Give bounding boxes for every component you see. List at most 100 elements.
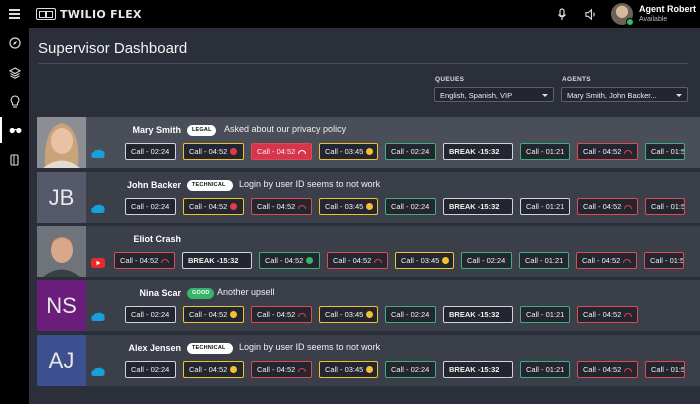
call-label: Call - 04:52 (257, 310, 296, 319)
call-chip[interactable]: Call - 02:24 (125, 306, 176, 323)
call-chip[interactable]: Call - 04:52 (251, 143, 312, 160)
agent-name-label: John Backer (126, 180, 181, 190)
call-chip[interactable]: Call - 03:45 (395, 252, 454, 269)
red-status-dot-icon (230, 203, 238, 210)
break-chip[interactable]: BREAK -15:32 (443, 306, 513, 323)
call-chip[interactable]: Call - 03:45 (319, 198, 378, 215)
conversation-note: Another upsell (217, 287, 275, 297)
call-chip[interactable]: Call - 01:21 (520, 306, 570, 323)
flex-logo-mark (36, 8, 56, 20)
call-label: Call - 02:24 (131, 310, 170, 319)
call-label: Call - 04:52 (265, 256, 304, 265)
nav-item-devices[interactable] (0, 147, 29, 173)
agent-name[interactable]: Agent Robert (639, 4, 696, 14)
hang-up-icon (298, 149, 307, 154)
queues-filter-label: QUEUES (435, 76, 465, 83)
call-chip[interactable]: Call - 04:52 (577, 198, 638, 215)
glasses-icon (9, 127, 22, 134)
agent-status[interactable]: Available (639, 16, 668, 23)
call-chip[interactable]: Call - 01:5 (645, 361, 685, 378)
lightbulb-icon (10, 94, 19, 108)
nav-item-insights[interactable] (0, 88, 29, 114)
call-chip[interactable]: Call - 04:52 (327, 252, 388, 269)
call-chip[interactable]: Call - 02:24 (125, 361, 176, 378)
call-chip[interactable]: Call - 02:24 (385, 306, 436, 323)
call-chip[interactable]: Call - 01:21 (520, 198, 570, 215)
speaker-icon[interactable] (585, 8, 597, 21)
available-status-dot (626, 18, 634, 26)
break-chip[interactable]: BREAK -15:32 (443, 198, 513, 215)
conversation-tag-badge: LEGAL (187, 125, 216, 136)
title-divider (38, 63, 688, 64)
call-label: Call - 02:24 (391, 365, 430, 374)
call-timeline: Call - 02:24 Call - 04:52 Call - 04:52 Call… (37, 143, 700, 160)
agent-initials-avatar: AJ (37, 335, 86, 386)
call-chip[interactable]: Call - 04:52 (183, 361, 244, 378)
nav-item-layers[interactable] (0, 60, 29, 86)
call-chip[interactable]: Call - 04:52 (183, 198, 244, 215)
call-chip[interactable]: Call - 04:52 (577, 143, 638, 160)
call-chip[interactable]: Call - 04:52 (251, 361, 312, 378)
hang-up-icon (161, 258, 170, 263)
call-chip[interactable]: Call - 04:52 (114, 252, 175, 269)
yellow-status-dot-icon (442, 257, 450, 264)
call-label: Call - 04:52 (120, 256, 159, 265)
break-chip[interactable]: BREAK -15:32 (443, 143, 513, 160)
break-chip[interactable]: BREAK -15:32 (182, 252, 252, 269)
nav-item-compass[interactable] (0, 30, 29, 56)
call-chip[interactable]: Call - 01:5 (644, 252, 684, 269)
call-chip[interactable]: Call - 01:21 (519, 252, 569, 269)
call-label: Call - 03:45 (325, 365, 364, 374)
call-chip[interactable]: Call - 01:5 (645, 198, 685, 215)
red-status-dot-icon (230, 148, 238, 155)
call-chip[interactable]: Call - 03:45 (319, 143, 378, 160)
call-chip[interactable]: Call - 01:5 (645, 143, 685, 160)
break-chip[interactable]: BREAK -15:32 (443, 361, 513, 378)
call-chip[interactable]: Call - 02:24 (125, 143, 176, 160)
hang-up-icon (624, 312, 633, 317)
call-label: Call - 01:21 (526, 310, 565, 319)
call-label: BREAK -15:32 (449, 202, 500, 211)
call-chip[interactable]: Call - 04:52 (577, 361, 638, 378)
youtube-icon (91, 255, 105, 268)
salesforce-icon (91, 364, 105, 376)
conversation-tag-badge: GOOD (187, 288, 214, 299)
queues-select[interactable]: English, Spanish, VIP (434, 87, 554, 102)
call-label: Call - 02:24 (467, 256, 506, 265)
call-chip[interactable]: Call - 03:45 (319, 306, 378, 323)
call-label: Call - 01:5 (651, 365, 685, 374)
call-chip[interactable]: Call - 02:24 (385, 361, 436, 378)
microphone-icon[interactable] (556, 8, 568, 21)
call-chip[interactable]: Call - 04:52 (183, 306, 244, 323)
call-chip[interactable]: Call - 02:24 (125, 198, 176, 215)
call-timeline: Call - 02:24 Call - 04:52 Call - 04:52 Call… (37, 306, 700, 323)
nav-item-supervisor[interactable] (0, 117, 29, 143)
conversation-note: Asked about our privacy policy (224, 124, 347, 134)
call-label: Call - 02:24 (131, 365, 170, 374)
logo-text: TWILIO FLEX (60, 7, 142, 21)
call-label: Call - 04:52 (189, 365, 228, 374)
agent-row: NS Nina Scar GOOD Another upsell Call - 02:2… (37, 280, 700, 331)
call-chip[interactable]: Call - 04:52 (576, 252, 637, 269)
agents-select[interactable]: Mary Smith, John Backer... (561, 87, 688, 102)
call-chip[interactable]: Call - 02:24 (461, 252, 512, 269)
call-chip[interactable]: Call - 04:52 (183, 143, 244, 160)
call-chip[interactable]: Call - 03:45 (319, 361, 378, 378)
call-chip[interactable]: Call - 04:52 (251, 306, 312, 323)
yellow-status-dot-icon (366, 203, 374, 210)
call-chip[interactable]: Call - 04:52 (259, 252, 320, 269)
yellow-status-dot-icon (366, 311, 374, 318)
salesforce-icon (91, 201, 105, 213)
call-chip[interactable]: Call - 04:52 (251, 198, 312, 215)
call-chip[interactable]: Call - 01:21 (520, 361, 570, 378)
agent-rows: Mary Smith LEGAL Asked about our privacy p… (37, 115, 700, 404)
call-label: Call - 04:52 (583, 365, 622, 374)
agent-initials-avatar: JB (37, 172, 86, 223)
call-chip[interactable]: Call - 01:21 (520, 143, 570, 160)
hamburger-menu-icon[interactable] (9, 9, 20, 19)
agent-name-label: Alex Jensen (128, 343, 181, 353)
hang-up-icon (298, 312, 307, 317)
call-chip[interactable]: Call - 02:24 (385, 143, 436, 160)
call-chip[interactable]: Call - 04:52 (577, 306, 638, 323)
call-chip[interactable]: Call - 02:24 (385, 198, 436, 215)
